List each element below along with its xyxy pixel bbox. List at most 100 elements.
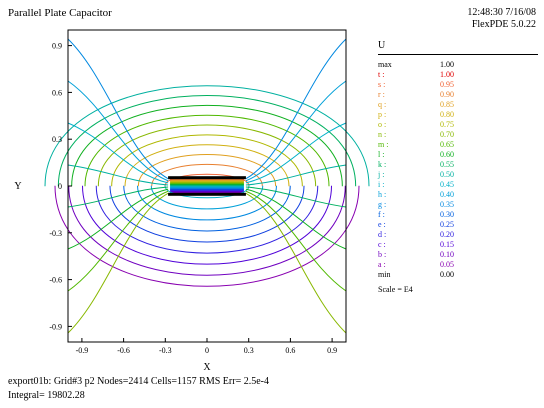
x-tick-label: -0.3 xyxy=(159,346,172,355)
contour-line xyxy=(151,163,263,187)
legend-row: s : 0.95 xyxy=(378,80,538,90)
legend-row: d : 0.20 xyxy=(378,230,538,240)
legend-key: r : xyxy=(378,90,385,99)
legend-row: n : 0.70 xyxy=(378,130,538,140)
contour-line xyxy=(137,154,277,187)
contour-line xyxy=(150,185,264,210)
legend-value: 0.15 xyxy=(440,240,454,249)
x-tick-label: 0 xyxy=(205,346,209,355)
x-tick-label: -0.6 xyxy=(117,346,130,355)
y-tick-label: -0.3 xyxy=(49,229,62,238)
contour-line xyxy=(97,124,317,187)
legend-row: c : 0.15 xyxy=(378,240,538,250)
legend-value: 0.95 xyxy=(440,80,454,89)
x-tick-label: 0.6 xyxy=(285,346,295,355)
legend-row: p : 0.80 xyxy=(378,110,538,120)
legend-value: 0.40 xyxy=(440,190,454,199)
legend-row: m : 0.65 xyxy=(378,140,538,150)
legend-key: min xyxy=(378,270,391,279)
legend-key: c : xyxy=(378,240,386,249)
contour-line xyxy=(67,188,169,250)
contour-line xyxy=(67,164,169,186)
legend-value: 0.50 xyxy=(440,170,454,179)
footer-integral: Integral= 19802.28 xyxy=(8,390,85,401)
legend-row: max 1.00 xyxy=(378,60,538,70)
legend-value: 0.90 xyxy=(440,90,454,99)
legend-value: 0.85 xyxy=(440,100,454,109)
legend-value: 0.25 xyxy=(440,220,454,229)
top-plate xyxy=(168,176,246,180)
x-axis-label: X xyxy=(203,362,211,373)
contour-line xyxy=(164,185,250,199)
legend-key: b : xyxy=(378,250,387,259)
contour-line xyxy=(245,192,347,334)
legend-row: b : 0.10 xyxy=(378,250,538,260)
contour-line xyxy=(44,85,370,187)
legend-key: j : xyxy=(378,170,385,179)
legend-value: 0.20 xyxy=(440,230,454,239)
legend-value: 0.75 xyxy=(440,120,454,129)
legend-scale: Scale = E4 xyxy=(378,285,413,294)
legend-key: m : xyxy=(378,140,389,149)
legend-row: f : 0.30 xyxy=(378,210,538,220)
legend-key: q : xyxy=(378,100,387,109)
contour-line xyxy=(245,190,347,292)
legend-row: j : 0.50 xyxy=(378,170,538,180)
contour-line xyxy=(111,134,303,187)
contour-line xyxy=(67,186,169,208)
contour-line xyxy=(245,186,347,208)
legend-row: i : 0.45 xyxy=(378,180,538,190)
legend-divider xyxy=(378,54,538,55)
legend-row: o : 0.75 xyxy=(378,120,538,130)
y-tick-label: 0.6 xyxy=(52,88,62,97)
y-axis-label: Y xyxy=(14,181,21,192)
legend-row: l : 0.60 xyxy=(378,150,538,160)
contour-line xyxy=(245,122,347,184)
contour-line xyxy=(124,144,290,187)
legend-key: p : xyxy=(378,110,387,119)
legend-value: 0.10 xyxy=(440,250,454,259)
contour-line xyxy=(67,192,169,334)
contour-line xyxy=(164,173,250,187)
plot-title: Parallel Plate Capacitor xyxy=(8,7,112,19)
legend-value: 0.35 xyxy=(440,200,454,209)
legend-key: l : xyxy=(378,150,385,159)
legend-key: o : xyxy=(378,120,387,129)
plot-axes: -0.9 -0.6 -0.3 0 0.3 0.6 0.9 0.9 0.6 0.3 0 -0.3 -0.6… xyxy=(14,29,347,373)
legend-row: r : 0.90 xyxy=(378,90,538,100)
y-tick-label: 0.3 xyxy=(52,135,62,144)
x-tick-label: -0.9 xyxy=(76,346,89,355)
legend-row: e : 0.25 xyxy=(378,220,538,230)
y-tick-label: -0.9 xyxy=(49,322,62,331)
contour-line xyxy=(67,122,169,184)
contour-line xyxy=(82,185,332,265)
legend-row: min 0.00 xyxy=(378,270,538,280)
contour-line xyxy=(95,185,319,254)
contour-line xyxy=(68,185,346,276)
contour-line xyxy=(109,185,305,243)
legend-key: d : xyxy=(378,230,387,239)
legend-row: a : 0.05 xyxy=(378,260,538,270)
legend-row: g : 0.35 xyxy=(378,200,538,210)
legend-value: 0.80 xyxy=(440,110,454,119)
contour-line xyxy=(123,185,291,232)
legend-variable: U xyxy=(378,40,386,51)
contour-line xyxy=(67,38,169,180)
legend-key: t : xyxy=(378,70,385,79)
y-tick-label: -0.6 xyxy=(49,276,62,285)
legend-row: q : 0.85 xyxy=(378,100,538,110)
contour-line xyxy=(67,190,169,292)
legend-value: 0.45 xyxy=(440,180,454,189)
legend-value: 0.65 xyxy=(440,140,454,149)
legend-value: 0.05 xyxy=(440,260,454,269)
legend-value: 0.00 xyxy=(440,270,454,279)
legend-key: s : xyxy=(378,80,386,89)
legend-value: 0.55 xyxy=(440,160,454,169)
timestamp: 12:48:30 7/16/08 xyxy=(467,7,536,18)
legend-key: a : xyxy=(378,260,386,269)
contour-line xyxy=(245,188,347,250)
legend-value: 0.60 xyxy=(440,150,454,159)
bottom-plate xyxy=(168,192,246,196)
x-tick-label: 0.3 xyxy=(244,346,254,355)
legend-value: 1.00 xyxy=(440,70,454,79)
